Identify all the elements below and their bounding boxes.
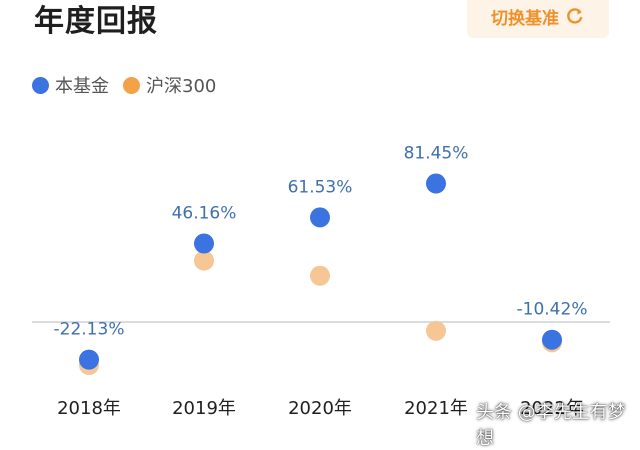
switch-benchmark-label: 切换基准 [491, 8, 559, 29]
refresh-icon [567, 8, 583, 24]
legend-item-fund[interactable]: 本基金 [32, 72, 109, 98]
switch-benchmark-button[interactable]: 切换基准 [467, 0, 609, 38]
fund-data-label: -10.42% [517, 300, 588, 320]
x-tick-label: 2018年 [57, 398, 121, 419]
annual-return-chart: -22.13% 46.16% 61.53% 81.45% -10.42% 2018年 201… [32, 144, 610, 419]
fund-data-label: 46.16% [172, 204, 237, 224]
fund-point [194, 233, 214, 254]
fund-point [542, 329, 562, 350]
fund-point [426, 173, 446, 194]
fund-data-label: 61.53% [288, 177, 353, 197]
legend-item-benchmark[interactable]: 沪深300 [123, 72, 216, 98]
x-tick-label: 2020年 [288, 398, 352, 419]
x-tick-label: 2021年 [404, 398, 468, 419]
page-title: 年度回报 [34, 4, 158, 39]
fund-point [79, 349, 99, 370]
watermark: 头条 @李先生有梦想 [476, 402, 626, 449]
benchmark-point [194, 250, 214, 271]
benchmark-point [426, 320, 446, 341]
fund-data-label: 81.45% [404, 144, 469, 164]
legend-dot-fund [32, 76, 49, 94]
legend-label-fund: 本基金 [55, 76, 109, 97]
x-tick-label: 2022年 [520, 398, 584, 419]
benchmark-point [310, 265, 330, 286]
legend-label-benchmark: 沪深300 [146, 76, 217, 97]
fund-data-label: -22.13% [54, 320, 125, 340]
x-tick-label: 2019年 [172, 398, 236, 419]
fund-point [310, 207, 330, 228]
legend-dot-benchmark [123, 76, 140, 94]
chart-legend: 本基金 沪深300 [32, 72, 230, 98]
